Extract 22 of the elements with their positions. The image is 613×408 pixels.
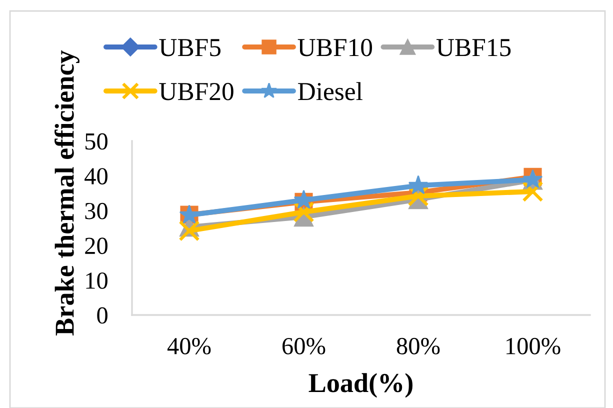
y-tick-label: 40 (84, 168, 108, 184)
legend-label: UBF10 (298, 38, 372, 56)
x-tick-label: 80% (396, 338, 440, 354)
x-tick-label: 100% (506, 338, 560, 354)
legend-label: UBF5 (159, 39, 220, 56)
point (293, 201, 314, 223)
legend-label: Diesel (298, 82, 362, 100)
x-axis-title: Load(%) (308, 373, 412, 398)
y-tick-label: 0 (97, 307, 108, 324)
point (294, 190, 314, 209)
y-tick-label: 20 (85, 238, 108, 254)
legend-label: UBF20 (159, 82, 234, 100)
y-tick-label: 30 (85, 202, 108, 220)
y-tick-label: 10 (86, 272, 108, 289)
point (178, 220, 200, 242)
point (522, 180, 544, 202)
x-tick-label: 60% (282, 338, 326, 354)
x-tick-label: 40% (167, 338, 211, 354)
y-axis-title: Brake thermal efficiency (54, 50, 80, 336)
point (408, 175, 428, 194)
y-tick-label: 50 (85, 133, 108, 150)
legend-label: UBF15 (436, 39, 511, 56)
